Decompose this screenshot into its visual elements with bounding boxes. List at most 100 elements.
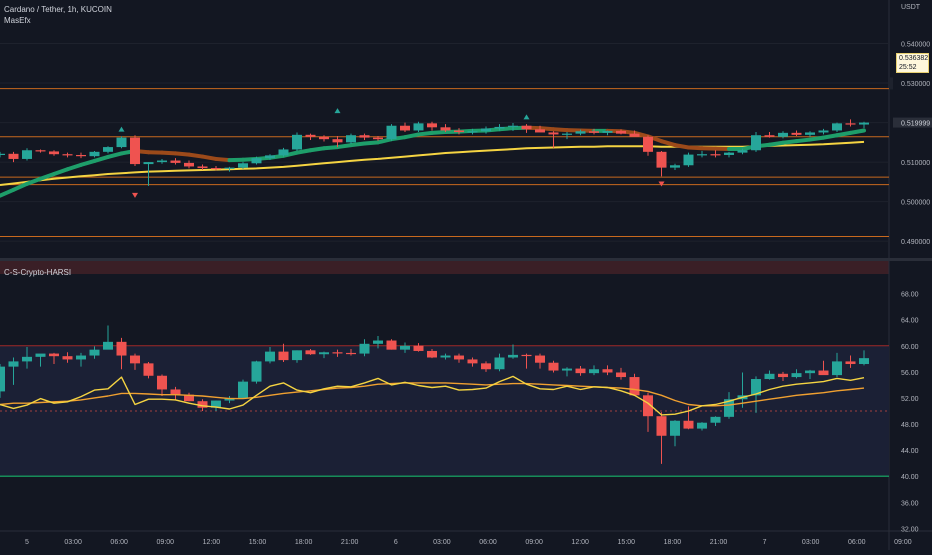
harsi-candle	[400, 346, 410, 350]
time-tick-label: 15:00	[249, 539, 267, 546]
ema-fast-segment	[216, 159, 230, 160]
harsi-candle	[103, 342, 113, 350]
ema-fast-segment	[176, 153, 190, 154]
harsi-candle	[468, 359, 478, 363]
indicator-name[interactable]: MasEfx	[4, 15, 112, 26]
price-tick-label: 0.530000	[901, 81, 930, 88]
ema-fast-segment	[162, 153, 176, 154]
price-candle	[603, 131, 613, 133]
price-candle	[157, 161, 167, 163]
price-candle	[414, 123, 424, 130]
ema-fast-segment	[27, 179, 41, 184]
price-candle	[522, 126, 532, 130]
price-candle	[265, 155, 275, 158]
axis-pad	[889, 77, 893, 89]
price-candle	[832, 123, 842, 130]
lower-title-band	[0, 261, 889, 274]
harsi-candle	[360, 344, 370, 354]
harsi-candle	[481, 363, 491, 369]
price-candle	[846, 123, 856, 124]
price-candle	[643, 137, 653, 152]
price-candle	[427, 123, 437, 127]
price-candle	[211, 168, 221, 169]
price-candle	[697, 154, 707, 155]
price-candle	[400, 126, 410, 131]
price-candle	[778, 133, 788, 137]
signal-arrow-up	[524, 114, 530, 119]
ema-fast-segment	[95, 157, 109, 161]
price-candle	[198, 166, 208, 168]
price-candle	[130, 138, 140, 164]
time-tick-label: 6	[394, 539, 398, 546]
lower-legend: C-S-Crypto-HARSI	[4, 267, 71, 278]
ema-fast-segment	[351, 144, 365, 146]
time-tick-label: 21:00	[341, 539, 359, 546]
price-candle	[805, 132, 815, 134]
harsi-candle	[603, 369, 613, 372]
harsi-candle	[522, 355, 532, 356]
price-candle	[562, 134, 572, 135]
harsi-candle	[130, 356, 140, 364]
ema-fast-segment	[824, 135, 838, 137]
harsi-candle	[333, 352, 343, 353]
harsi-candle	[144, 363, 154, 375]
price-candle	[630, 134, 640, 137]
ema-fast-segment	[338, 145, 352, 147]
price-candle	[22, 150, 32, 159]
signal-arrow-down	[659, 181, 665, 186]
rsi-tick-label: 48.00	[901, 422, 919, 429]
time-tick-label: 12:00	[571, 539, 589, 546]
harsi-candle	[306, 350, 316, 354]
harsi-candle	[859, 358, 869, 364]
time-tick-label: 12:00	[203, 539, 221, 546]
price-candle	[657, 152, 667, 168]
price-candle	[441, 127, 451, 130]
ema-fast-segment	[554, 129, 568, 130]
ema-fast-segment	[189, 155, 203, 157]
harsi-candle	[535, 356, 545, 363]
ema-fast-segment	[851, 130, 865, 132]
harsi-candle	[792, 373, 802, 377]
price-tick-label: 0.540000	[901, 41, 930, 48]
harsi-candle	[63, 356, 73, 359]
rsi-tick-label: 44.00	[901, 448, 919, 455]
ema-fast-segment	[297, 150, 311, 152]
harsi-candle	[832, 361, 842, 375]
symbol-title[interactable]: Cardano / Tether, 1h, KUCOIN	[4, 4, 112, 15]
time-tick-label: 09:00	[157, 539, 175, 546]
price-candle	[765, 135, 775, 137]
harsi-candle	[441, 356, 451, 358]
last-price-countdown: 25:52	[899, 63, 928, 72]
ema-fast-segment	[203, 157, 217, 159]
harsi-candle	[90, 350, 100, 356]
harsi-candle	[117, 342, 127, 356]
price-candle	[144, 162, 154, 164]
ema-fast-segment	[797, 140, 811, 142]
current-price-label: 0.519999	[901, 121, 930, 128]
currency-label: USDT	[901, 4, 920, 11]
ema-fast-segment	[783, 141, 797, 143]
price-tick-label: 0.490000	[901, 239, 930, 246]
ema-fast-segment	[108, 153, 122, 157]
harsi-candle	[495, 357, 505, 369]
price-candle	[306, 135, 316, 137]
lower-panel-title[interactable]: C-S-Crypto-HARSI	[4, 267, 71, 278]
ema-fast-segment	[837, 133, 851, 135]
price-candle	[373, 138, 383, 140]
price-candle	[9, 154, 19, 159]
harsi-candle	[562, 369, 572, 371]
ema-fast-segment	[0, 190, 14, 196]
time-tick-label: 18:00	[664, 539, 682, 546]
harsi-candle	[630, 377, 640, 395]
harsi-candle	[36, 354, 46, 357]
ema-fast-segment	[81, 161, 95, 165]
price-candle	[319, 137, 329, 139]
time-tick-label: 09:00	[525, 539, 543, 546]
time-tick-label: 03:00	[802, 539, 820, 546]
price-tick-label: 0.500000	[901, 200, 930, 207]
price-candle	[508, 126, 518, 127]
price-candle	[184, 163, 194, 167]
price-candle	[292, 135, 302, 150]
